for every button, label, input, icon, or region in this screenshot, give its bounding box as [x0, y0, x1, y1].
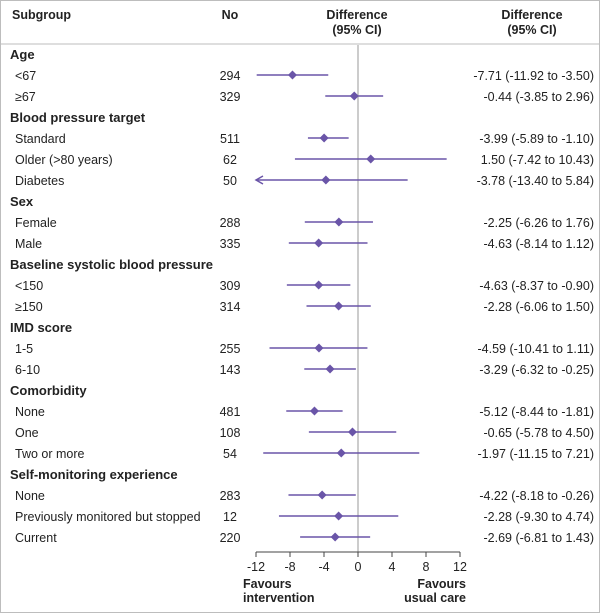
row-estimate-text: -0.65 (-5.78 to 4.50)	[484, 426, 594, 440]
row-estimate-text: -2.28 (-6.06 to 1.50)	[484, 300, 594, 314]
row-estimate-text: -3.29 (-6.32 to -0.25)	[479, 363, 594, 377]
row-count: 50	[223, 174, 237, 188]
point-estimate-marker	[314, 343, 324, 353]
row-label: Female	[15, 216, 57, 230]
row-estimate-text: -0.44 (-3.85 to 2.96)	[484, 90, 594, 104]
row-count: 309	[220, 279, 241, 293]
point-estimate-marker	[334, 511, 344, 521]
point-estimate-marker	[325, 364, 335, 374]
favours-usual-care-line1: Favours	[417, 577, 466, 591]
row-estimate-text: -2.28 (-9.30 to 4.74)	[484, 510, 594, 524]
row-count: 481	[220, 405, 241, 419]
header-no: No	[222, 8, 239, 22]
row-label: One	[15, 426, 39, 440]
row-label: Standard	[15, 132, 66, 146]
row-count: 220	[220, 531, 241, 545]
row-count: 314	[220, 300, 241, 314]
point-estimate-marker	[314, 238, 324, 248]
forest-rows: Age <67 294 -7.71 (-11.92 to -3.50) ≥67 329 -0…	[10, 45, 594, 552]
row-label: Older (>80 years)	[15, 153, 113, 167]
row-count: 329	[220, 90, 241, 104]
point-estimate-marker	[349, 91, 359, 101]
x-tick-label: -4	[318, 560, 329, 574]
row-count: 255	[220, 342, 241, 356]
row-count: 288	[220, 216, 241, 230]
header-result-line1: Difference	[501, 8, 562, 22]
row-count: 12	[223, 510, 237, 524]
group-heading: Sex	[10, 194, 34, 209]
group-heading: Age	[10, 47, 35, 62]
row-label: <67	[15, 69, 36, 83]
favours-usual-care-line2: usual care	[404, 591, 466, 605]
group-heading: IMD score	[10, 320, 72, 335]
row-label: None	[15, 405, 45, 419]
x-tick-label: -12	[247, 560, 265, 574]
header-result-line2: (95% CI)	[507, 23, 556, 37]
row-label: Diabetes	[15, 174, 64, 188]
row-estimate-text: -2.25 (-6.26 to 1.76)	[484, 216, 594, 230]
row-estimate-text: -2.69 (-6.81 to 1.43)	[484, 531, 594, 545]
row-count: 108	[220, 426, 241, 440]
point-estimate-marker	[309, 406, 319, 416]
row-count: 283	[220, 489, 241, 503]
x-tick-label: 8	[423, 560, 430, 574]
row-estimate-text: -4.59 (-10.41 to 1.11)	[477, 342, 594, 356]
row-label: 1-5	[15, 342, 33, 356]
row-label: ≥150	[15, 300, 43, 314]
row-count: 143	[220, 363, 241, 377]
row-estimate-text: -4.63 (-8.14 to 1.12)	[484, 237, 594, 251]
row-count: 62	[223, 153, 237, 167]
point-estimate-marker	[347, 427, 357, 437]
header-difference-line2: (95% CI)	[332, 23, 381, 37]
point-estimate-marker	[336, 448, 346, 458]
group-heading: Comorbidity	[10, 383, 87, 398]
row-estimate-text: 1.50 (-7.42 to 10.43)	[481, 153, 594, 167]
x-tick-label: 0	[355, 560, 362, 574]
row-label: Male	[15, 237, 42, 251]
row-estimate-text: -4.63 (-8.37 to -0.90)	[479, 279, 594, 293]
point-estimate-marker	[334, 217, 344, 227]
row-count: 511	[220, 132, 240, 146]
row-label: <150	[15, 279, 43, 293]
row-count: 335	[220, 237, 241, 251]
row-estimate-text: -5.12 (-8.44 to -1.81)	[479, 405, 594, 419]
point-estimate-marker	[314, 280, 324, 290]
point-estimate-marker	[321, 175, 331, 185]
point-estimate-marker	[330, 532, 340, 542]
row-label: Two or more	[15, 447, 85, 461]
row-count: 54	[223, 447, 237, 461]
favours-intervention-line1: Favours	[243, 577, 292, 591]
row-estimate-text: -3.78 (-13.40 to 5.84)	[477, 174, 594, 188]
x-axis: -12 -8 -4 0 4 8 12	[247, 551, 467, 574]
point-estimate-marker	[287, 70, 297, 80]
header-difference-line1: Difference	[326, 8, 387, 22]
ci-arrow-left	[254, 175, 264, 185]
row-estimate-text: -3.99 (-5.89 to -1.10)	[479, 132, 594, 146]
group-heading: Baseline systolic blood pressure	[10, 257, 213, 272]
row-estimate-text: -4.22 (-8.18 to -0.26)	[479, 489, 594, 503]
point-estimate-marker	[317, 490, 327, 500]
row-label: ≥67	[15, 90, 36, 104]
group-heading: Blood pressure target	[10, 110, 146, 125]
row-label: 6-10	[15, 363, 40, 377]
favours-intervention-line2: intervention	[243, 591, 315, 605]
x-tick-label: -8	[284, 560, 295, 574]
group-heading: Self-monitoring experience	[10, 467, 178, 482]
row-estimate-text: -1.97 (-11.15 to 7.21)	[477, 447, 594, 461]
row-label: Current	[15, 531, 57, 545]
row-count: 294	[220, 69, 241, 83]
row-label: Previously monitored but stopped	[15, 510, 201, 524]
x-tick-label: 4	[389, 560, 396, 574]
point-estimate-marker	[334, 301, 344, 311]
header-subgroup: Subgroup	[12, 8, 71, 22]
row-estimate-text: -7.71 (-11.92 to -3.50)	[473, 69, 594, 83]
point-estimate-marker	[319, 133, 329, 143]
x-tick-label: 12	[453, 560, 467, 574]
point-estimate-marker	[366, 154, 376, 164]
row-label: None	[15, 489, 45, 503]
